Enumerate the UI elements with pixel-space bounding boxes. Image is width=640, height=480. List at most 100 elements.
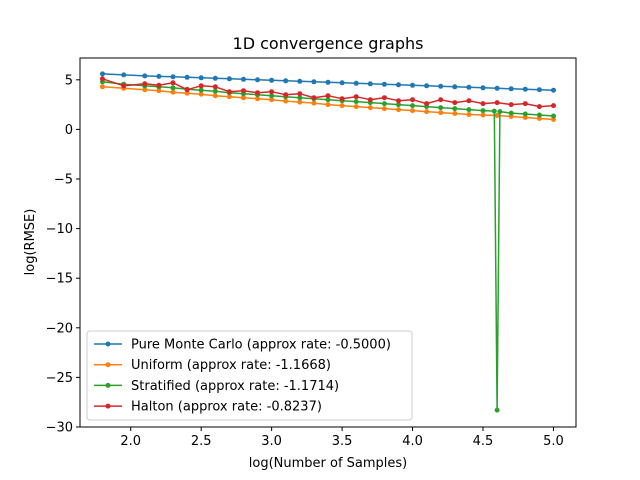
- data-point: [424, 109, 430, 115]
- data-point: [142, 81, 148, 87]
- legend-entry: Halton (approx rate: -0.8237): [94, 400, 322, 415]
- data-point: [536, 104, 542, 110]
- data-point: [198, 75, 204, 81]
- data-point: [367, 105, 373, 111]
- data-point: [325, 97, 331, 103]
- data-point: [480, 112, 486, 118]
- data-point: [184, 90, 190, 96]
- data-point: [297, 95, 303, 101]
- data-point: [100, 71, 105, 77]
- data-point: [491, 108, 497, 114]
- data-point: [410, 108, 415, 114]
- data-point: [156, 82, 162, 88]
- data-point: [269, 89, 275, 95]
- data-point: [536, 116, 542, 121]
- data-point: [522, 115, 528, 120]
- data-point: [367, 97, 373, 103]
- legend-marker: [105, 341, 111, 347]
- data-point: [142, 73, 148, 79]
- data-point: [198, 83, 204, 89]
- legend-label: Stratified (approx rate: -1.1714): [131, 379, 339, 394]
- data-point: [551, 87, 556, 93]
- data-point: [381, 81, 387, 87]
- data-point: [170, 80, 176, 86]
- data-point: [283, 78, 289, 84]
- data-point: [466, 84, 472, 90]
- plot-lines: [100, 71, 556, 413]
- data-point: [497, 109, 503, 115]
- data-point: [170, 85, 176, 91]
- data-point: [325, 79, 331, 85]
- data-point: [381, 95, 387, 101]
- data-point: [438, 83, 444, 89]
- data-point: [269, 97, 275, 103]
- data-point: [353, 104, 359, 110]
- data-point: [283, 98, 289, 104]
- data-point: [170, 74, 176, 80]
- legend-entry: Uniform (approx rate: -1.1668): [94, 358, 331, 373]
- data-point: [494, 113, 500, 118]
- data-point: [480, 101, 486, 107]
- data-point: [452, 84, 458, 90]
- series-3: [100, 76, 556, 110]
- data-point: [522, 111, 528, 117]
- data-point: [212, 84, 218, 90]
- data-point: [212, 93, 218, 99]
- data-point: [508, 110, 514, 116]
- data-point: [121, 72, 127, 78]
- data-point: [156, 73, 162, 79]
- data-point: [339, 103, 345, 109]
- data-point: [325, 93, 331, 99]
- data-point: [212, 75, 218, 81]
- data-point: [311, 100, 317, 106]
- x-tick-label: 5.0: [543, 434, 564, 449]
- data-point: [551, 103, 556, 109]
- data-point: [522, 101, 528, 107]
- data-point: [241, 76, 246, 82]
- data-point: [466, 112, 472, 117]
- data-point: [466, 107, 472, 113]
- data-point: [494, 407, 500, 413]
- data-point: [100, 84, 105, 90]
- data-point: [438, 97, 444, 103]
- series-line: [102, 81, 554, 411]
- data-point: [452, 106, 458, 112]
- data-point: [156, 88, 162, 94]
- legend: Pure Monte Carlo (approx rate: -0.5000) U…: [86, 330, 413, 421]
- data-point: [198, 87, 204, 93]
- data-point: [226, 76, 232, 82]
- data-point: [311, 79, 317, 85]
- data-point: [424, 101, 430, 107]
- x-tick-label: 4.0: [402, 434, 423, 449]
- y-axis-label: log(RMSE): [23, 209, 38, 276]
- data-point: [536, 87, 542, 93]
- data-point: [396, 102, 401, 108]
- chart-title: 1D convergence graphs: [233, 34, 424, 53]
- data-point: [353, 80, 359, 86]
- data-point: [381, 101, 387, 107]
- data-point: [536, 112, 542, 118]
- data-point: [339, 80, 345, 86]
- y-tick-label: −25: [46, 371, 73, 386]
- y-tick-label: −5: [54, 173, 73, 188]
- data-point: [396, 107, 401, 113]
- legend-label: Pure Monte Carlo (approx rate: -0.5000): [131, 338, 391, 353]
- y-tick-label: 5: [65, 73, 73, 88]
- x-tick-label: 3.5: [332, 434, 353, 449]
- data-point: [226, 89, 232, 95]
- data-point: [424, 83, 430, 89]
- data-point: [396, 82, 401, 88]
- data-point: [255, 96, 260, 102]
- data-point: [410, 97, 415, 103]
- data-point: [438, 105, 444, 111]
- data-point: [297, 99, 303, 105]
- data-point: [269, 93, 275, 99]
- legend-label: Uniform (approx rate: -1.1668): [131, 358, 331, 373]
- x-axis-label: log(Number of Samples): [249, 456, 408, 471]
- x-tick-label: 2.5: [191, 434, 212, 449]
- y-tick-label: −10: [46, 222, 73, 237]
- data-point: [353, 94, 359, 100]
- x-tick-label: 4.5: [473, 434, 494, 449]
- data-point: [269, 77, 275, 83]
- series-1: [100, 84, 556, 122]
